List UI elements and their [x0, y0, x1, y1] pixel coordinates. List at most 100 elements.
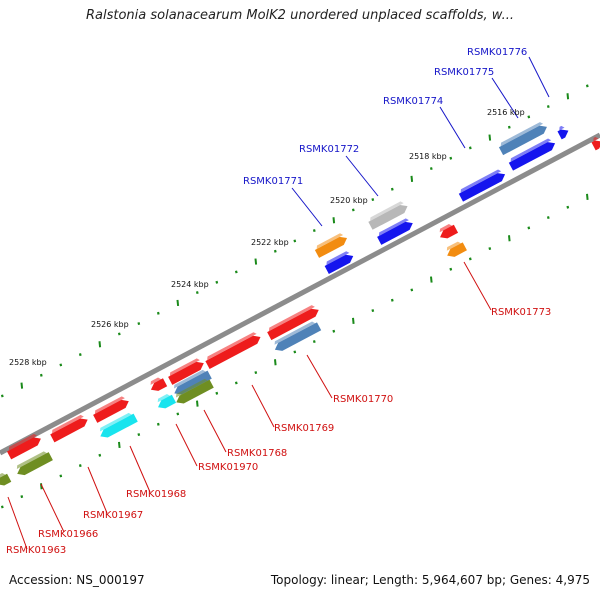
gene-arrow-rsmk01970 [157, 394, 177, 409]
upper-ruler-tick [78, 353, 82, 357]
lower-ruler-tick [546, 216, 550, 220]
lower-ruler-tick [312, 340, 316, 344]
gene-arrow-gene-red-b [205, 332, 261, 370]
lower-ruler-tick [59, 474, 63, 478]
upper-ruler-tick [351, 208, 355, 212]
gene-arrow-rsmk01968 [99, 412, 138, 438]
gene-label-rsmk01768[interactable]: RSMK01768 [227, 448, 287, 459]
top-leader-line [491, 77, 519, 119]
upper-ruler-tick [195, 291, 199, 295]
bottom-leader-line [175, 423, 198, 467]
top-leader-line [291, 187, 323, 227]
gene-arrow-rsmk01772b [377, 218, 413, 245]
gene-arrow-rsmk01776-tail [557, 125, 569, 140]
lower-ruler-tick [527, 226, 531, 230]
lower-ruler-tick [410, 288, 414, 292]
ruler-ticks [0, 84, 589, 509]
gene-arrow-rsmk01770 [274, 321, 322, 351]
lower-ruler-tick [332, 329, 336, 333]
upper-ruler-tick [156, 311, 160, 315]
lower-ruler-tick [488, 247, 492, 251]
lower-ruler-tick [196, 400, 199, 407]
gene-arrow-gene-red-g [6, 433, 41, 460]
gene-label-rsmk01770[interactable]: RSMK01770 [333, 394, 393, 405]
bottom-leader-line [7, 496, 28, 550]
upper-ruler-tick [468, 146, 472, 150]
gene-arrow-gene-red-d [150, 377, 168, 391]
gene-arrow-gene-red-f [50, 414, 88, 443]
gene-arrow-rsmk01773a [439, 224, 459, 239]
top-leader-line [528, 56, 550, 98]
upper-ruler-tick [59, 363, 63, 367]
lower-ruler-tick [586, 193, 589, 200]
gene-arrow-rsmk01963 [0, 472, 12, 486]
upper-ruler-tick [527, 115, 531, 119]
lower-ruler-tick [137, 433, 141, 437]
lower-ruler-tick [449, 267, 453, 271]
upper-ruler-tick [371, 198, 375, 202]
kbp-label-2520: 2520 kbp [330, 196, 368, 205]
upper-ruler-tick [449, 156, 453, 160]
gene-arrow-rsmk01772 [368, 201, 408, 230]
lower-ruler-tick [508, 235, 511, 242]
upper-ruler-tick [39, 373, 43, 377]
upper-ruler-tick [507, 125, 511, 129]
lower-ruler-tick [390, 298, 394, 302]
gene-label-rsmk01963[interactable]: RSMK01963 [6, 545, 66, 556]
gene-arrow-rsmk01776 [498, 122, 547, 156]
kbp-label-2524: 2524 kbp [171, 280, 209, 289]
bottom-leader-line [251, 384, 275, 428]
upper-ruler-tick [234, 270, 238, 274]
upper-ruler-tick [254, 258, 258, 265]
upper-ruler-tick [429, 167, 433, 171]
gene-arrow-rsmk01774 [458, 169, 506, 202]
upper-ruler-tick [410, 175, 414, 183]
gene-label-rsmk01776[interactable]: RSMK01776 [467, 47, 527, 58]
upper-ruler-tick [390, 187, 394, 191]
bottom-leader-line [463, 261, 492, 311]
bottom-leader-line [203, 409, 227, 453]
kbp-label-2518: 2518 kbp [409, 152, 447, 161]
gene-label-rsmk01967[interactable]: RSMK01967 [83, 510, 143, 521]
lower-ruler-tick [215, 391, 219, 395]
lower-ruler-tick [20, 495, 24, 499]
gene-features [0, 122, 600, 486]
upper-ruler-tick [0, 394, 4, 398]
gene-label-rsmk01775[interactable]: RSMK01775 [434, 67, 494, 78]
gene-label-rsmk01769[interactable]: RSMK01769 [274, 423, 334, 434]
gene-label-rsmk01771[interactable]: RSMK01771 [243, 176, 303, 187]
chromosome-backbone [0, 132, 600, 456]
upper-ruler-tick [488, 134, 492, 141]
gene-label-rsmk01968[interactable]: RSMK01968 [126, 489, 186, 500]
genome-summary-text: Topology: linear; Length: 5,964,607 bp; … [270, 573, 590, 587]
lower-ruler-tick [176, 412, 180, 416]
upper-ruler-tick [585, 84, 589, 88]
gene-label-rsmk01772[interactable]: RSMK01772 [299, 144, 359, 155]
kbp-label-2522: 2522 kbp [251, 238, 289, 247]
lower-ruler-tick [118, 441, 121, 449]
upper-ruler-tick [332, 217, 336, 224]
bottom-leader-line [87, 466, 108, 514]
lower-ruler-tick [78, 464, 82, 468]
lower-ruler-tick [293, 350, 297, 354]
kbp-label-2528: 2528 kbp [9, 358, 47, 367]
lower-ruler-tick [254, 371, 258, 375]
gene-label-rsmk01773[interactable]: RSMK01773 [491, 307, 551, 318]
gene-arrow-rsmk01771 [314, 233, 348, 258]
top-leader-line [439, 106, 466, 149]
gene-label-rsmk01970[interactable]: RSMK01970 [198, 462, 258, 473]
label-leader-lines [7, 56, 550, 550]
upper-ruler-tick [273, 249, 277, 253]
lower-ruler-tick [156, 422, 160, 426]
upper-ruler-tick [312, 229, 316, 233]
gene-label-rsmk01966[interactable]: RSMK01966 [38, 529, 98, 540]
upper-ruler-tick [546, 105, 550, 109]
lower-ruler-tick [274, 359, 277, 366]
map-title: Ralstonia solanacearum MolK2 unordered u… [85, 8, 514, 23]
gene-label-rsmk01774[interactable]: RSMK01774 [383, 96, 443, 107]
lower-ruler-tick [566, 205, 570, 209]
gene-arrow-rsmk01768 [173, 369, 212, 395]
top-leader-line [345, 155, 379, 197]
bottom-leader-line [306, 354, 333, 399]
